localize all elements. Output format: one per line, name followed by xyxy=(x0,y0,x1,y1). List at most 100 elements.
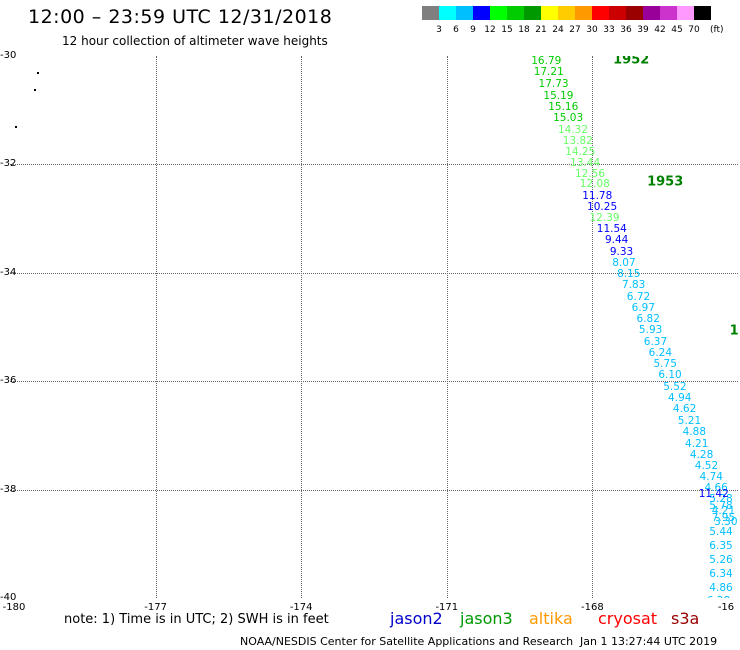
legend-label: 21 xyxy=(535,25,547,35)
cycle-number-label: 1953 xyxy=(647,174,684,190)
wave-height-value: 6.35 xyxy=(709,539,733,552)
wave-height-value: 12.56 xyxy=(574,167,605,180)
legend-label: 12 xyxy=(484,25,496,35)
wave-height-value: 12.39 xyxy=(589,212,620,225)
legend-label: 6 xyxy=(453,25,459,35)
cycle-number-label: 1954 xyxy=(729,323,738,339)
legend-swatch xyxy=(524,6,541,20)
wave-height-value: 15.16 xyxy=(548,100,579,113)
wave-height-value: 15.03 xyxy=(553,112,584,125)
meridian-gridline xyxy=(446,56,448,598)
land-dot xyxy=(34,88,37,91)
page-subtitle: 12 hour collection of altimeter wave hei… xyxy=(62,34,328,48)
legend-label: 18 xyxy=(518,25,530,35)
legend-swatch xyxy=(677,6,694,20)
wave-height-value: 4.52 xyxy=(694,459,719,472)
legend-label: 9 xyxy=(470,25,476,35)
wave-height-value: 17.21 xyxy=(533,66,564,79)
parallel-gridline xyxy=(10,164,738,166)
wave-height-value: 4.86 xyxy=(709,581,733,594)
longitude-label: -168 xyxy=(581,602,604,613)
satellite-name: jason2 xyxy=(390,609,443,628)
legend-label: 39 xyxy=(637,25,649,35)
wave-height-value: 6.97 xyxy=(631,302,656,315)
legend-swatch xyxy=(592,6,609,20)
map-plot-area: 16.79 17.21 17.73 15.19 15.16 15.03 14.32 13.82… xyxy=(10,56,738,598)
latitude-label: -38 xyxy=(0,483,17,495)
longitude-label: -16 xyxy=(717,602,735,613)
latitude-label: -34 xyxy=(0,266,17,278)
meridian-gridline xyxy=(301,56,303,598)
satellite-name: cryosat xyxy=(598,609,658,628)
wave-height-value: 6.72 xyxy=(626,290,651,303)
wave-height-value: 17.73 xyxy=(538,78,569,91)
legend-label: 42 xyxy=(654,25,666,35)
satellite-name: jason3 xyxy=(460,609,513,628)
footer-timestamp: Jan 1 13:27:44 UTC 2019 xyxy=(580,635,718,648)
latitude-label: -30 xyxy=(0,50,17,61)
legend-swatch xyxy=(422,6,439,20)
legend-swatch xyxy=(609,6,626,20)
wave-height-value: 4.28 xyxy=(689,448,714,461)
legend-swatch xyxy=(456,6,473,20)
legend-label: 70 xyxy=(688,25,700,35)
parallel-gridline xyxy=(10,381,738,383)
legend-label: 15 xyxy=(501,25,513,35)
meridian-gridline xyxy=(155,56,157,598)
land-dot xyxy=(14,126,17,129)
wave-height-value: 11.42 xyxy=(698,487,729,500)
wave-height-value: 4.66 xyxy=(704,481,728,494)
legend-label: 36 xyxy=(620,25,632,35)
wave-height-value: 5.21 xyxy=(677,414,702,427)
wave-height-value: 4.94 xyxy=(668,392,692,404)
satellite-name: s3a xyxy=(671,609,700,628)
wave-height-value: 7.95 xyxy=(711,512,736,525)
wave-height-value: 4.21 xyxy=(711,504,736,517)
wave-height-value: 10.25 xyxy=(587,201,618,214)
wave-height-value: 5.93 xyxy=(638,324,663,337)
wave-height-value: 6.37 xyxy=(643,335,668,348)
wave-height-value: 11.54 xyxy=(596,223,627,236)
wave-height-value: 4.21 xyxy=(685,437,709,450)
wave-height-value: 4.62 xyxy=(672,403,697,416)
legend-swatch xyxy=(626,6,643,20)
wave-height-value: 8.15 xyxy=(617,268,641,281)
wave-height-value: 11.78 xyxy=(582,189,613,202)
wave-height-value: 5.52 xyxy=(663,380,687,393)
page-title: 12:00 – 23:59 UTC 12/31/2018 xyxy=(28,6,333,28)
longitude-label: -180 xyxy=(2,602,26,613)
wave-height-value: 5.28 xyxy=(709,493,733,506)
land-dot xyxy=(36,72,39,75)
wave-height-value: 15.19 xyxy=(543,90,574,103)
legend-swatch xyxy=(694,6,711,20)
wave-height-value: 8.07 xyxy=(612,256,636,269)
wave-height-value: 6.24 xyxy=(648,347,673,360)
wave-height-value: 5.44 xyxy=(709,526,733,539)
legend-label: 24 xyxy=(552,25,564,35)
wave-height-value: 9.33 xyxy=(609,245,634,258)
parallel-gridline xyxy=(10,272,738,274)
footnote: note: 1) Time is in UTC; 2) SWH is in fe… xyxy=(64,612,329,627)
wave-height-value: 4.88 xyxy=(682,426,707,439)
legend-swatch xyxy=(439,6,456,20)
wave-height-value: 6.10 xyxy=(658,369,682,382)
latitude-label: -40 xyxy=(0,592,17,603)
legend-swatch xyxy=(575,6,592,20)
parallel-gridline xyxy=(10,489,738,491)
wave-height-value: 6.34 xyxy=(709,567,733,580)
wave-height-value: 12.08 xyxy=(579,177,610,190)
meridian-gridline xyxy=(592,56,594,598)
legend-label: 45 xyxy=(671,25,683,35)
wave-height-value: 14.25 xyxy=(565,145,596,158)
legend-swatch xyxy=(541,6,558,20)
legend-label: 27 xyxy=(569,25,581,35)
legend-label: 33 xyxy=(603,25,615,35)
legend-swatch xyxy=(643,6,660,20)
wave-height-value: 3.30 xyxy=(714,516,738,529)
latitude-label: -32 xyxy=(0,158,17,170)
wave-height-value: 6.28 xyxy=(707,595,730,598)
wave-height-value: 13.44 xyxy=(570,156,601,169)
legend-swatch xyxy=(558,6,575,20)
legend-label: 30 xyxy=(586,25,598,35)
wave-height-value: 5.75 xyxy=(653,357,677,370)
